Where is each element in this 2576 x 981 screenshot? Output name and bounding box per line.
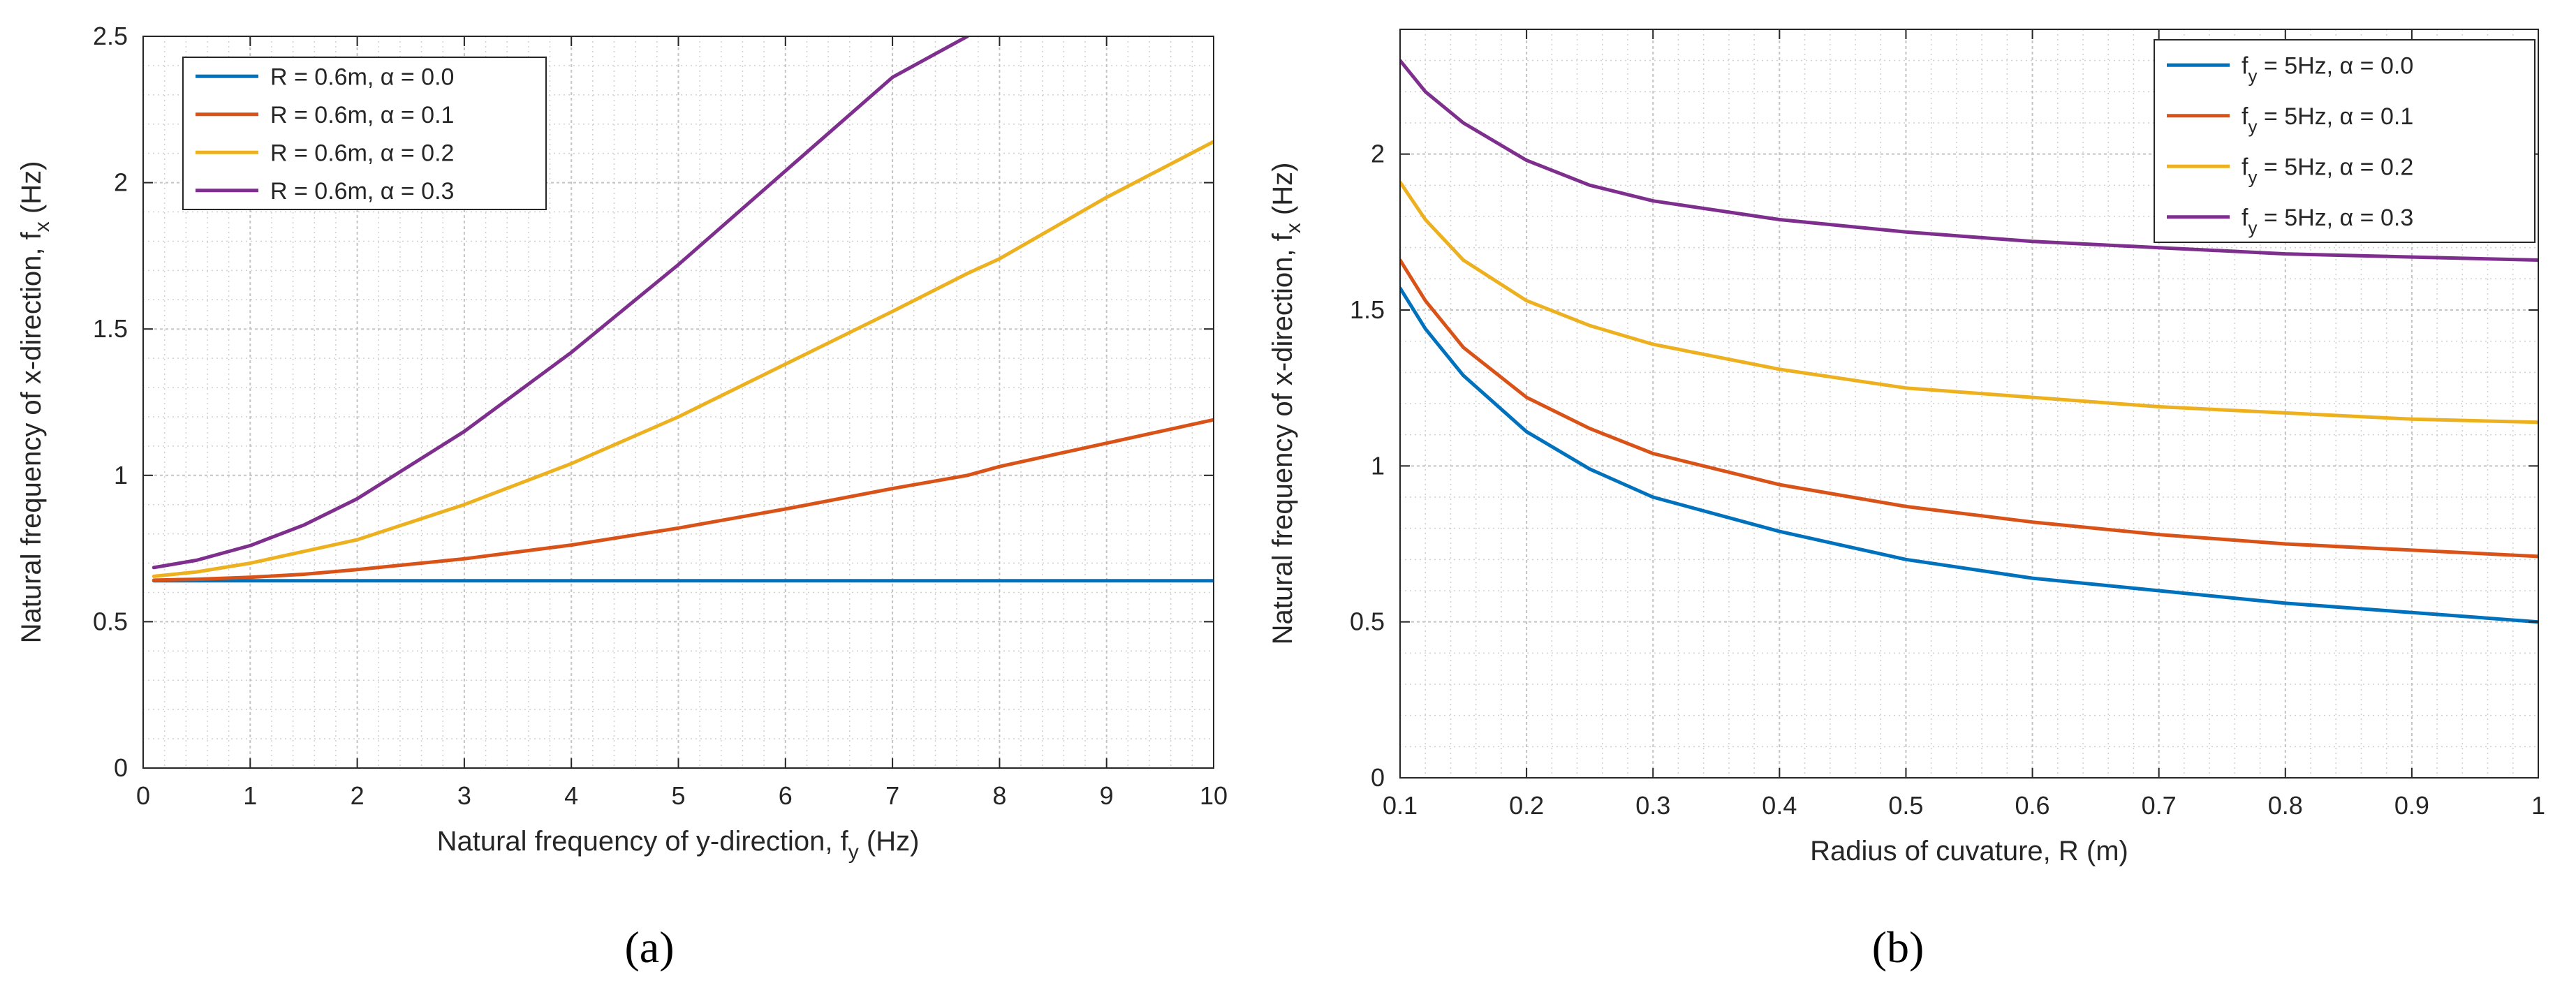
legend-entry-main: f: [2242, 154, 2249, 180]
legend-entry-1: fy = 5Hz, α = 0.1: [2242, 103, 2413, 137]
legend-entry-rest: = 5Hz, α = 0.0: [2257, 52, 2413, 79]
x-tick-label: 0.3: [1635, 791, 1670, 820]
x-tick-label: 0.9: [2394, 791, 2429, 820]
y-tick-label: 0.5: [1350, 607, 1385, 636]
x-tick-label: 1: [243, 781, 257, 810]
legend-entry-2: fy = 5Hz, α = 0.2: [2242, 154, 2413, 187]
series-group: [1400, 59, 2538, 624]
x-tick-label: 0.4: [1762, 791, 1797, 820]
x-tick-label: 4: [564, 781, 578, 810]
legend-entry-0: fy = 5Hz, α = 0.0: [2242, 52, 2413, 86]
y-axis-label-unit: (Hz): [16, 161, 47, 222]
legend-entry-main: f: [2242, 205, 2249, 231]
panel-a: 0 1 2 3 4 5 6 7 8 9 10 0 0.5 1 1.5 2 2.5 Natural frequenc…: [16, 22, 1228, 972]
legend-entry-rest: = 5Hz, α = 0.3: [2257, 205, 2413, 231]
x-tick-label: 6: [779, 781, 793, 810]
x-tick-label: 0.2: [1509, 791, 1544, 820]
x-tick-label: 0: [136, 781, 150, 810]
x-axis-label: Radius of cuvature, R (m): [1810, 836, 2128, 866]
panel-label: (a): [624, 922, 674, 972]
x-tick-label: 0.7: [2142, 791, 2177, 820]
legend: fy = 5Hz, α = 0.0fy = 5Hz, α = 0.1fy = 5…: [2154, 39, 2535, 243]
series-group: [152, 36, 1214, 583]
legend-entry-main: f: [2242, 52, 2249, 79]
legend-entry-sub: y: [2248, 65, 2257, 86]
x-axis-label: Natural frequency of y-direction, fy (Hz…: [437, 826, 920, 864]
legend-entry-3: fy = 5Hz, α = 0.3: [2242, 205, 2413, 238]
series-line-2: [1400, 180, 2538, 425]
y-tick-label: 1.5: [93, 314, 128, 343]
y-axis-label: Natural frequency of x-direction, fx (Hz…: [1267, 163, 1305, 645]
y-tick-label: 2: [114, 168, 128, 197]
x-tick-label: 9: [1100, 781, 1114, 810]
series-line-3: [152, 36, 969, 570]
series-line-1: [1400, 258, 2538, 559]
y-tick-label: 0.5: [93, 607, 128, 635]
x-tick-label: 7: [885, 781, 899, 810]
legend: R = 0.6m, α = 0.0 R = 0.6m, α = 0.1 R = 0.…: [182, 57, 547, 210]
y-axis-label-main: Natural frequency of x-direction, f: [1267, 233, 1298, 644]
y-axis-label-main: Natural frequency of x-direction, f: [16, 231, 47, 643]
legend-entry-3: R = 0.6m, α = 0.3: [270, 178, 454, 205]
x-tick-label: 3: [457, 781, 471, 810]
legend-entry-2: R = 0.6m, α = 0.2: [270, 140, 454, 166]
x-tick-label: 10: [1200, 781, 1228, 810]
x-tick-label: 5: [671, 781, 685, 810]
y-axis-label-sub: x: [31, 221, 54, 232]
y-tick-label: 0: [1371, 763, 1385, 792]
y-axis-label-unit: (Hz): [1267, 163, 1298, 223]
legend-entry-0: R = 0.6m, α = 0.0: [270, 64, 454, 90]
series-line-0: [1400, 286, 2538, 624]
y-tick-label: 0: [114, 753, 128, 782]
x-tick-label: 8: [992, 781, 1006, 810]
panel-b: 0.1 0.2 0.3 0.4 0.5 0.6 0.7 0.8 0.9 1 0 0.5 1 1.5 2 Rad…: [1267, 29, 2545, 972]
legend-entry-sub: y: [2248, 116, 2257, 137]
x-tick-label: 0.1: [1383, 791, 1418, 820]
legend-entry-rest: = 5Hz, α = 0.1: [2257, 103, 2413, 130]
series-line-3: [1400, 59, 2538, 262]
x-axis-label-main: Natural frequency of y-direction, f: [437, 826, 849, 857]
legend-entry-sub: y: [2248, 217, 2257, 238]
y-tick-label: 1: [114, 461, 128, 489]
x-tick-label: 1: [2531, 791, 2545, 820]
x-axis-label-unit: (Hz): [859, 826, 920, 857]
series-line-1: [152, 418, 1214, 582]
legend-entry-main: f: [2242, 103, 2249, 130]
series-line-2: [152, 140, 1214, 578]
y-tick-label: 1: [1371, 451, 1385, 480]
y-tick-label: 1.5: [1350, 295, 1385, 324]
legend-entry-rest: = 5Hz, α = 0.2: [2257, 154, 2413, 180]
legend-entry-sub: y: [2248, 166, 2257, 187]
panel-label: (b): [1872, 922, 1924, 972]
x-axis-label-main: Radius of cuvature, R (m): [1810, 836, 2128, 866]
y-axis-label: Natural frequency of x-direction, fx (Hz…: [16, 161, 54, 644]
legend-box: [182, 57, 547, 210]
legend-box: [2154, 39, 2535, 243]
axes-box: [1399, 29, 2539, 779]
legend-entry-1: R = 0.6m, α = 0.1: [270, 102, 454, 128]
y-tick-label: 2.5: [93, 22, 128, 50]
x-tick-label: 0.6: [2015, 791, 2050, 820]
x-axis-label-sub: y: [848, 841, 859, 864]
x-tick-label: 0.5: [1888, 791, 1923, 820]
x-tick-label: 2: [351, 781, 365, 810]
y-axis-label-sub: x: [1282, 223, 1305, 233]
y-tick-label: 2: [1371, 140, 1385, 168]
x-tick-label: 0.8: [2268, 791, 2303, 820]
